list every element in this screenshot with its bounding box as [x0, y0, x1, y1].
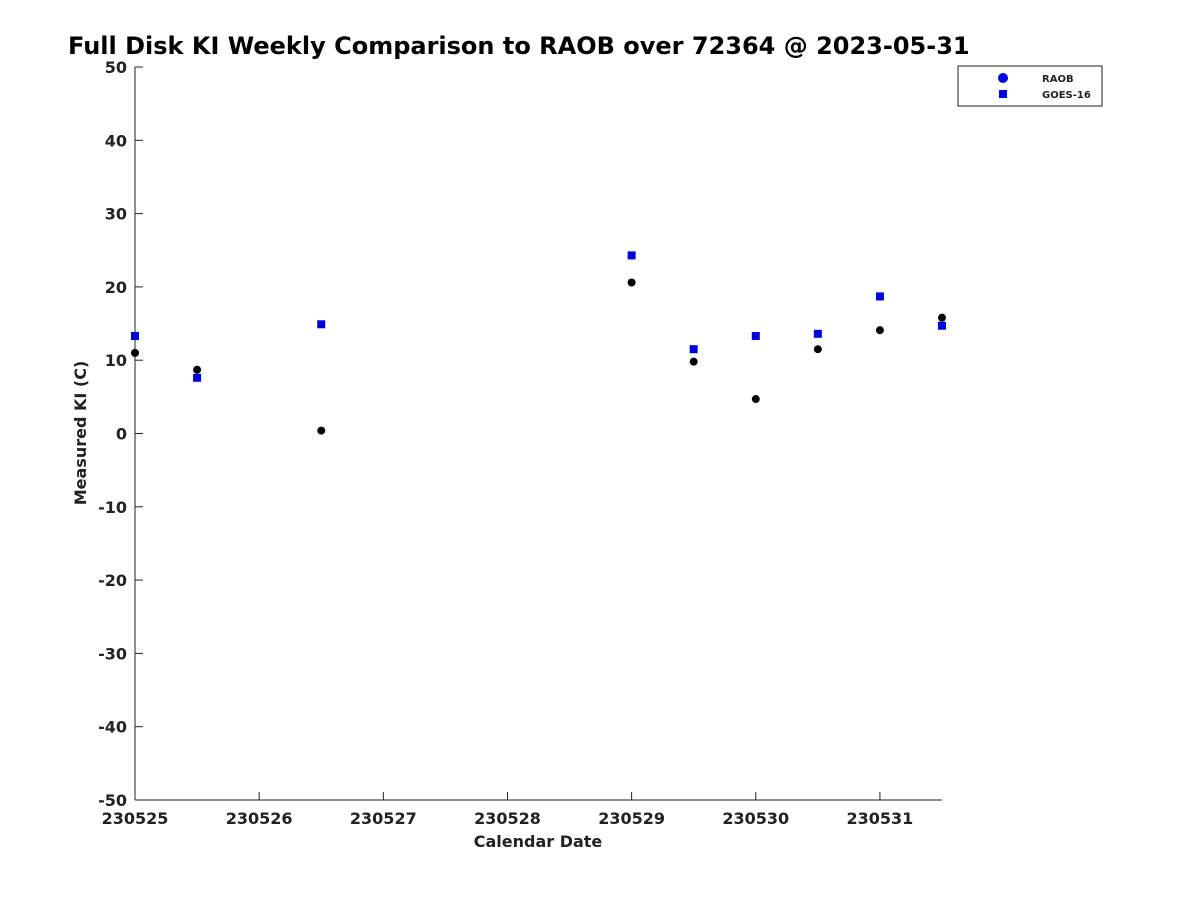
- x-tick-label: 230530: [722, 809, 789, 828]
- raob-point: [813, 345, 822, 354]
- goes16-point: [627, 251, 636, 260]
- y-tick-label: -30: [98, 644, 127, 663]
- goes16-point: [751, 332, 760, 341]
- goes16-point: [193, 373, 202, 382]
- raob-point: [317, 426, 326, 435]
- legend-label: RAOB: [1042, 74, 1074, 85]
- x-axis-label: Calendar Date: [474, 832, 603, 851]
- goes16-point: [689, 345, 698, 354]
- y-tick-label: 40: [105, 131, 127, 150]
- y-tick-label: 50: [105, 58, 127, 77]
- y-tick-label: -40: [98, 718, 127, 737]
- y-tick-label: 30: [105, 205, 127, 224]
- raob-point: [689, 357, 698, 366]
- goes16-point: [317, 320, 326, 329]
- x-tick-label: 230528: [474, 809, 541, 828]
- legend-box: [957, 65, 1103, 107]
- y-tick-label: -50: [98, 791, 127, 810]
- legend-label: GOES-16: [1042, 90, 1091, 101]
- raob-point: [627, 278, 636, 287]
- legend-goes16-marker: [999, 90, 1007, 98]
- raob-point: [131, 348, 139, 357]
- goes16-point: [813, 329, 822, 338]
- y-tick-label: 10: [105, 351, 127, 370]
- x-tick-label: 230531: [847, 809, 914, 828]
- legend: RAOB GOES-16: [957, 65, 1103, 107]
- raob-point: [875, 326, 884, 335]
- chart-title: Full Disk KI Weekly Comparison to RAOB o…: [68, 32, 970, 60]
- raob-point: [193, 365, 202, 374]
- goes16-point: [875, 292, 884, 301]
- raob-point: [938, 313, 946, 322]
- y-tick-label: 20: [105, 278, 127, 297]
- raob-point: [751, 395, 760, 404]
- x-tick-label: 230527: [350, 809, 417, 828]
- y-tick-label: -20: [98, 571, 127, 590]
- y-tick-label: 0: [116, 425, 127, 444]
- legend-raob-marker: [998, 73, 1008, 83]
- goes16-point: [938, 321, 946, 330]
- data-marks: [131, 251, 946, 435]
- x-tick-label: 230525: [102, 809, 169, 828]
- y-axis-label: Measured KI (C): [71, 361, 90, 506]
- goes16-point: [131, 332, 139, 341]
- y-tick-label: -10: [98, 498, 127, 517]
- x-tick-label: 230526: [226, 809, 293, 828]
- x-tick-label: 230529: [598, 809, 665, 828]
